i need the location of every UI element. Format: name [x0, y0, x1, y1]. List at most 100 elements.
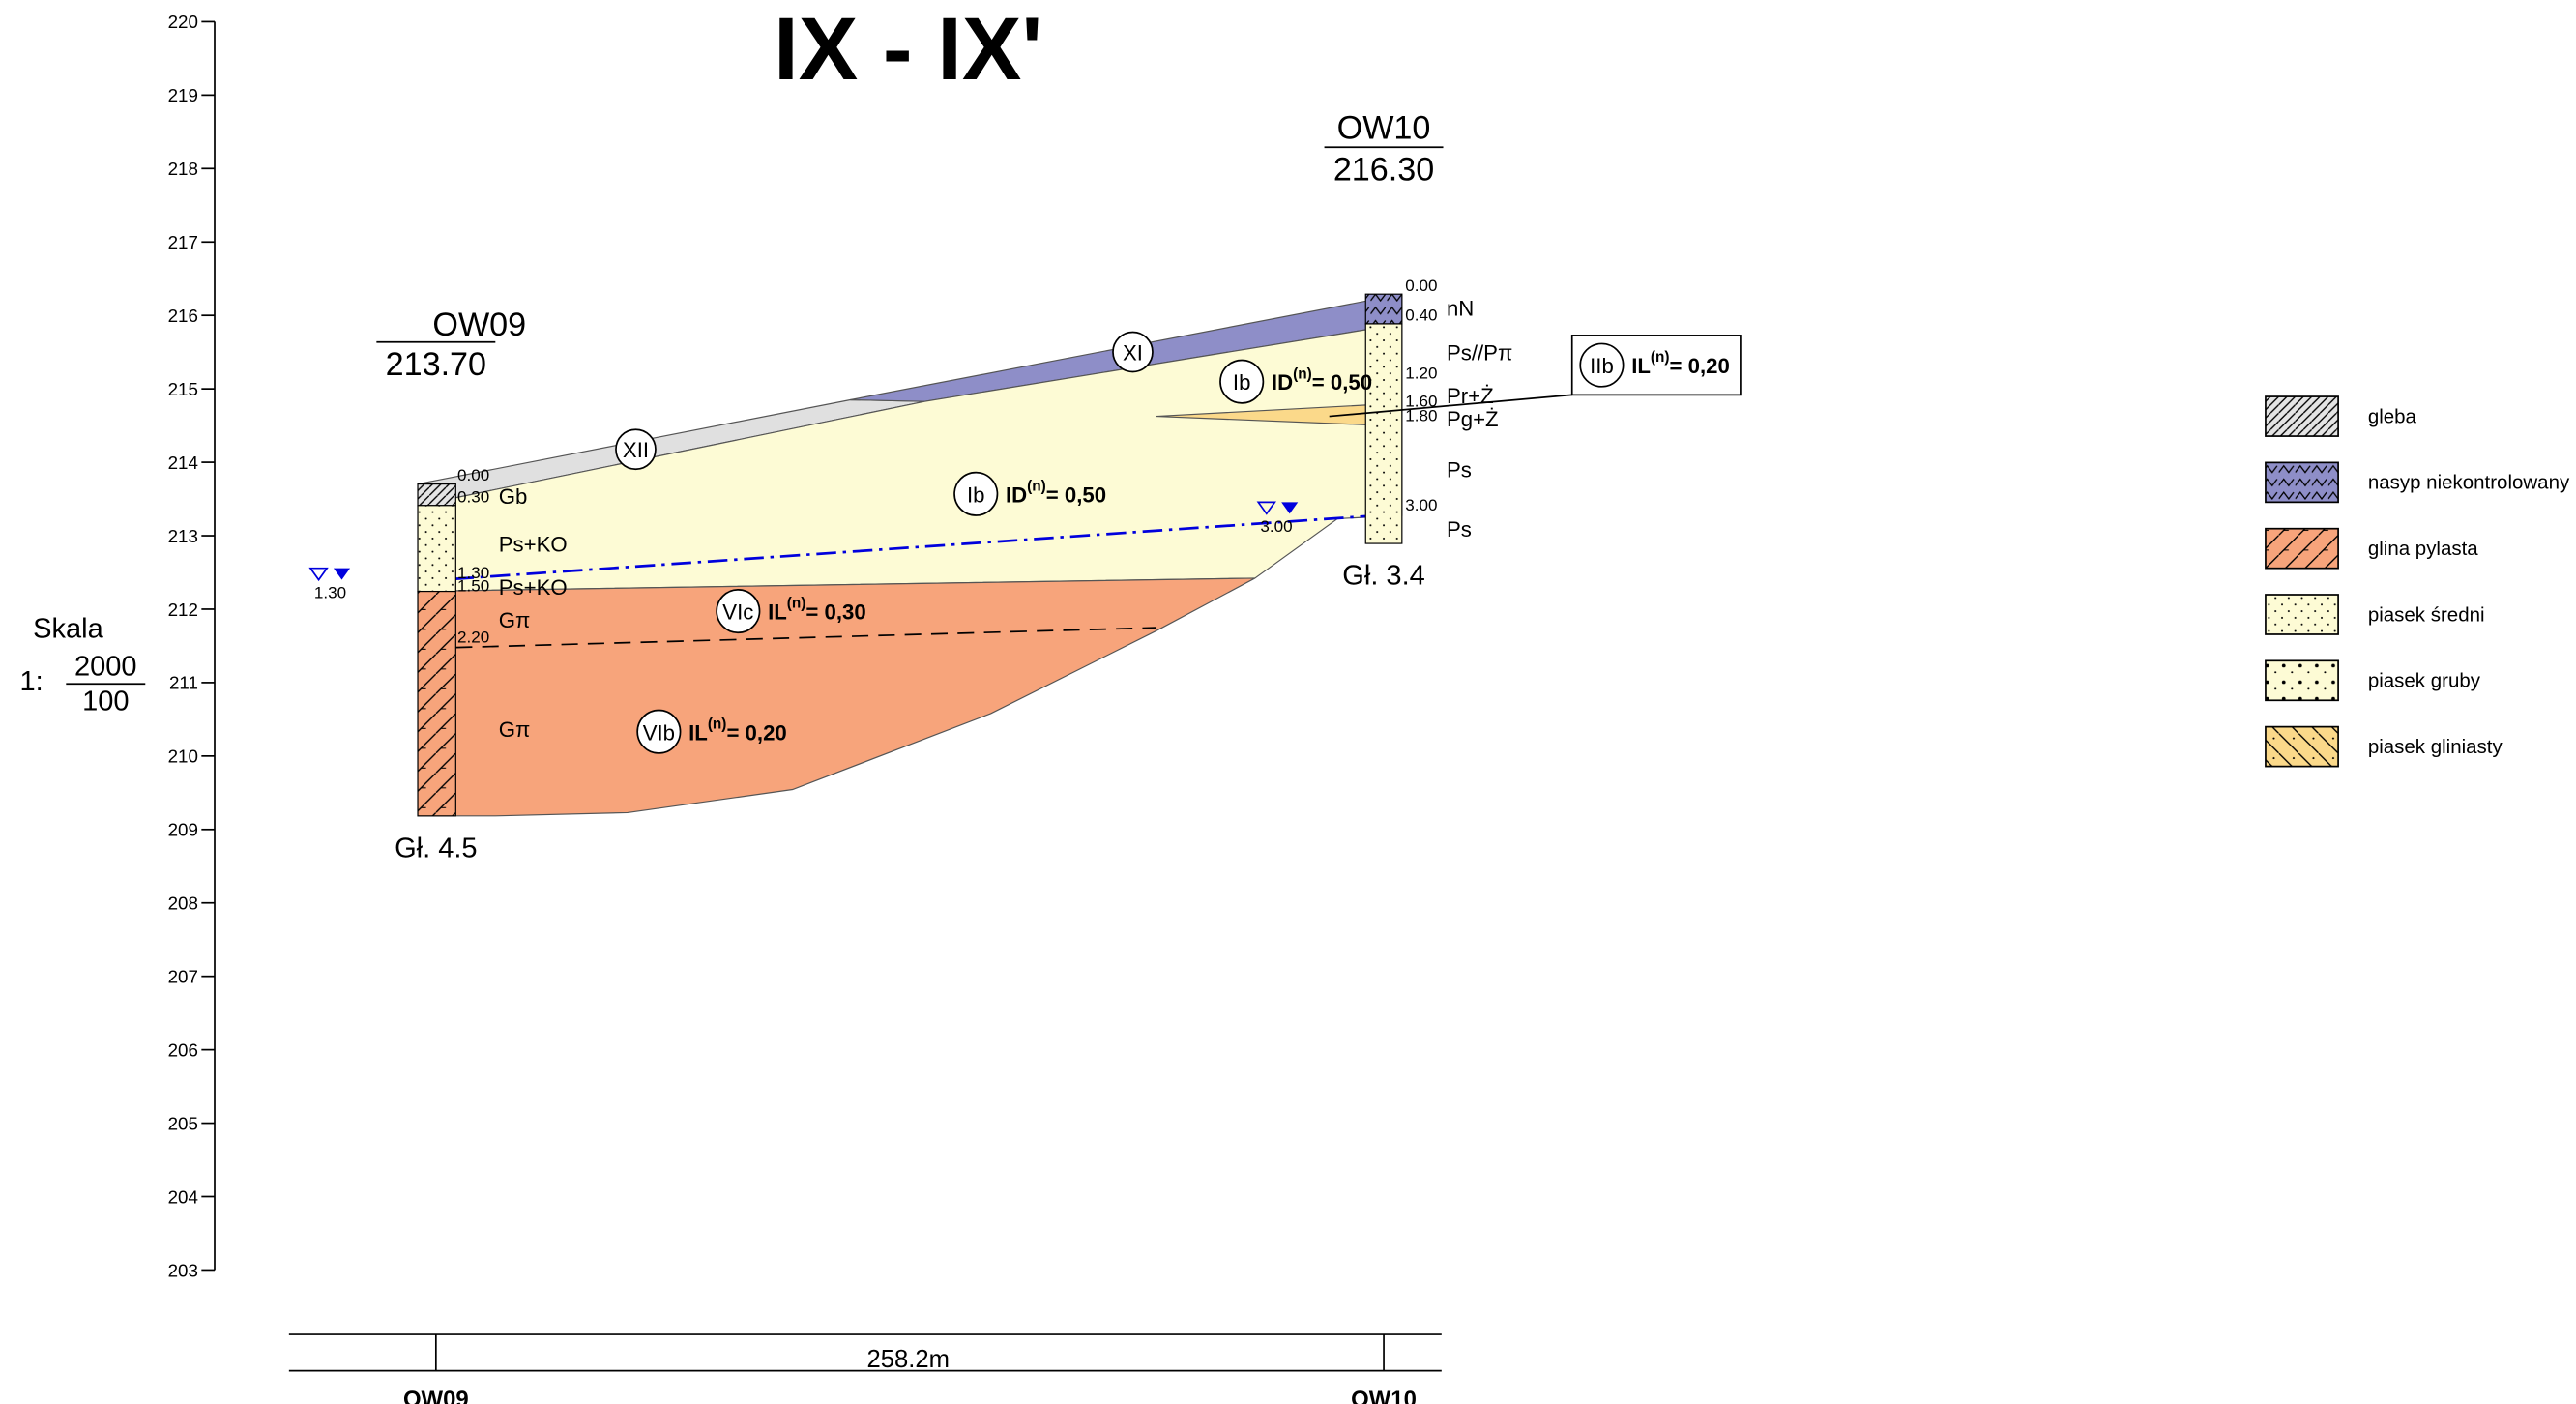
elevation-axis: 203 204 205 206 207 208 209 210 211 212 213 214 215 2… — [168, 12, 215, 1280]
axis-tick-label: 203 — [168, 1260, 198, 1280]
sup: (n) — [708, 716, 727, 732]
borehole-name: OW10 — [1337, 110, 1431, 147]
legend-swatch — [2266, 595, 2338, 634]
scale-label: Skala — [33, 613, 103, 644]
layer-code: Pg+Ż — [1447, 407, 1499, 431]
depth: 1.20 — [1405, 364, 1437, 382]
axis-tick-label: 205 — [168, 1113, 198, 1133]
zone-param: ID(n)= 0,50 — [1272, 366, 1372, 395]
zone-id: VIc — [722, 600, 753, 625]
value: = 0,20 — [726, 720, 786, 745]
param: IL — [688, 720, 708, 745]
distance: 258.2m — [867, 1346, 950, 1373]
depth: 3.00 — [1405, 496, 1437, 514]
zone-param: ID(n)= 0,50 — [1006, 478, 1106, 507]
sup: (n) — [787, 596, 806, 612]
axis-tick-label: 212 — [168, 600, 198, 620]
depth: 1.50 — [457, 577, 489, 596]
axis-tick-label: 214 — [168, 453, 198, 473]
depth: 2.20 — [457, 629, 489, 647]
depth: 0.40 — [1405, 307, 1437, 325]
scale-denominator: 100 — [82, 687, 129, 717]
sup: (n) — [1651, 349, 1670, 366]
layer-code: Ps//Pπ — [1447, 341, 1512, 366]
zone-id: Ib — [967, 483, 985, 507]
water-symbol — [334, 569, 350, 580]
sup: (n) — [1293, 366, 1312, 382]
param: IL — [1631, 354, 1651, 378]
layer-code: nN — [1447, 296, 1474, 320]
water-level: 3.00 — [1260, 517, 1292, 536]
legend: gleba nasyp niekontrolowany glina pylast… — [2266, 396, 2570, 767]
axis-tick-label: 204 — [168, 1186, 198, 1207]
axis-tick-label: 216 — [168, 306, 198, 326]
param: ID — [1006, 483, 1027, 507]
page: { "title": "IX - IX'", "elevation_axis":… — [0, 0, 2576, 1404]
axis-tick-label: 217 — [168, 232, 198, 252]
legend-swatch — [2266, 529, 2338, 569]
legend-swatch — [2266, 396, 2338, 436]
axis-tick-label: 209 — [168, 820, 198, 840]
layer-code: Gπ — [499, 717, 531, 742]
zone-id: XII — [623, 438, 649, 462]
layer-code: Ps+KO — [499, 575, 568, 600]
cross-section: 203 204 205 206 207 208 209 210 211 212 213 214 215 2… — [0, 0, 2576, 1404]
legend-label: piasek średni — [2368, 603, 2485, 626]
column-segment — [1365, 294, 1402, 324]
zone-id: XI — [1123, 341, 1143, 366]
water-symbol — [310, 569, 327, 580]
axis-tick-label: 219 — [168, 85, 198, 105]
legend-swatch — [2266, 462, 2338, 502]
axis-tick-label: 215 — [168, 379, 198, 399]
scale-prefix: 1: — [19, 666, 43, 697]
axis-tick-label: 211 — [169, 673, 198, 693]
layer-code: Gπ — [499, 608, 531, 632]
borehole-elevation: 216.30 — [1333, 151, 1434, 188]
depth: 0.00 — [1405, 277, 1437, 295]
column-segment — [1365, 324, 1402, 543]
value: = 0,50 — [1312, 370, 1372, 395]
value: = 0,30 — [805, 600, 865, 625]
layer-code: Ps+KO — [499, 533, 568, 557]
axis-tick-label: 218 — [168, 159, 198, 179]
scale-numerator: 2000 — [74, 652, 137, 683]
value: = 0,50 — [1046, 483, 1106, 507]
legend-label: piasek gliniasty — [2368, 736, 2503, 758]
axis-tick-label: 208 — [168, 893, 198, 914]
layer-code: Ps — [1447, 458, 1472, 483]
param: IL — [768, 600, 787, 625]
value: = 0,20 — [1670, 354, 1730, 378]
legend-label: gleba — [2368, 405, 2417, 427]
legend-label: piasek gruby — [2368, 670, 2481, 692]
axis-tick-label: 210 — [168, 746, 198, 767]
zone-param: IL(n)= 0,30 — [768, 596, 866, 625]
zone-id: IIb — [1590, 354, 1614, 378]
bottom-label: OW09 — [403, 1387, 469, 1404]
layer-code: Ps — [1447, 517, 1472, 541]
column-segment — [418, 484, 455, 506]
borehole-elevation: 213.70 — [386, 346, 486, 383]
zone-param: IL(n)= 0,20 — [688, 716, 787, 745]
water-level: 1.30 — [314, 583, 346, 601]
axis-tick-label: 213 — [168, 526, 198, 546]
distance-bar: 258.2m OW09 OW10 — [289, 1334, 1442, 1404]
zone-id: VIb — [643, 720, 675, 745]
sup: (n) — [1027, 478, 1046, 494]
param: ID — [1272, 370, 1293, 395]
legend-swatch — [2266, 727, 2338, 767]
borehole-name: OW09 — [432, 307, 526, 343]
legend-label: glina pylasta — [2368, 538, 2478, 560]
axis-tick-label: 220 — [168, 12, 198, 32]
axis-tick-label: 207 — [168, 967, 198, 987]
depth-label: Gł. 3.4 — [1342, 561, 1424, 592]
column-segment — [418, 592, 455, 816]
depth: 0.00 — [457, 466, 489, 484]
layer-code: Gb — [499, 484, 528, 509]
zone-param: IL(n)= 0,20 — [1631, 349, 1730, 378]
axis-tick-label: 206 — [168, 1039, 198, 1060]
depth: 0.30 — [457, 487, 489, 506]
legend-swatch — [2266, 660, 2338, 700]
column-segment — [418, 506, 455, 592]
title: IX - IX' — [774, 0, 1042, 99]
bottom-label: OW10 — [1351, 1387, 1417, 1404]
